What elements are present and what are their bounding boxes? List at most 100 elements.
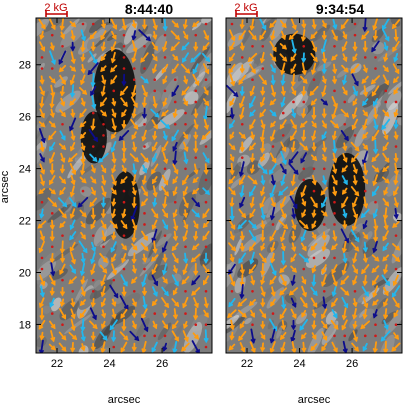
texture-patch: [94, 325, 112, 350]
field-arrow: [100, 285, 106, 298]
field-arrow: [183, 219, 189, 230]
field-arrow: [341, 240, 347, 254]
field-arrow: [39, 208, 45, 219]
field-arrow: [89, 307, 97, 321]
field-arrow: [362, 253, 368, 264]
field-arrow: [131, 174, 137, 187]
field-arrow: [248, 264, 257, 275]
field-arrow: [371, 153, 380, 163]
dark-pore: [294, 179, 326, 231]
field-arrow: [140, 317, 149, 333]
field-arrow: [340, 18, 349, 30]
field-arrow: [270, 286, 276, 297]
field-arrow: [47, 197, 58, 208]
field-arrow: [132, 163, 137, 175]
field-arrow: [58, 64, 67, 73]
field-arrow: [121, 286, 127, 297]
field-arrow: [162, 309, 168, 319]
field-arrow: [151, 299, 158, 307]
field-arrow: [60, 152, 66, 164]
field-arrow: [321, 108, 327, 119]
field-arrow: [280, 30, 287, 41]
field-arrow: [249, 185, 256, 197]
field-arrow: [89, 320, 98, 330]
field-arrow: [121, 109, 127, 118]
field-dot: [163, 89, 167, 93]
field-arrow: [340, 275, 349, 286]
field-arrow: [258, 74, 267, 86]
field-arrow: [111, 208, 116, 219]
field-arrow: [340, 228, 349, 244]
field-arrow: [229, 131, 235, 140]
field-dot: [204, 22, 208, 26]
field-arrow: [372, 309, 378, 319]
texture-patch: [385, 173, 401, 197]
field-arrow: [79, 121, 87, 128]
field-arrow: [382, 109, 390, 117]
field-arrow: [280, 62, 286, 76]
field-arrow: [299, 220, 309, 230]
field-dot: [261, 44, 265, 48]
field-arrow: [291, 219, 297, 231]
field-arrow: [301, 198, 307, 207]
field-arrow: [291, 341, 297, 353]
field-dot: [251, 78, 254, 81]
texture-patch: [373, 168, 390, 183]
field-arrow: [171, 320, 179, 330]
texture-patch: [89, 18, 106, 34]
field-arrow: [172, 141, 178, 152]
field-arrow: [193, 163, 199, 175]
field-dot: [333, 89, 336, 93]
field-arrow: [69, 264, 76, 275]
field-arrow: [79, 262, 86, 277]
field-arrow: [311, 232, 317, 240]
field-arrow: [239, 284, 245, 300]
field-arrow: [239, 141, 245, 153]
field-arrow: [280, 141, 287, 153]
field-arrow: [393, 152, 399, 164]
field-arrow: [132, 320, 137, 330]
field-arrow: [270, 64, 276, 74]
field-arrow: [49, 252, 55, 264]
field-dot: [50, 245, 54, 249]
texture-patch: [78, 345, 89, 353]
field-arrow: [97, 152, 109, 163]
field-arrow: [151, 163, 159, 175]
field-arrow: [111, 263, 117, 276]
field-dot: [251, 323, 254, 327]
field-arrow: [373, 118, 379, 131]
field-arrow: [238, 161, 245, 178]
field-arrow: [49, 219, 55, 231]
field-arrow: [228, 63, 236, 74]
field-arrow: [182, 296, 189, 309]
y-tick-label: 24: [19, 164, 31, 176]
field-arrow: [383, 42, 389, 52]
field-arrow: [228, 29, 236, 42]
field-arrow: [279, 287, 288, 296]
field-arrow: [361, 286, 369, 297]
field-dot: [333, 212, 336, 215]
field-arrow: [38, 18, 46, 30]
field-dot: [173, 122, 177, 126]
texture-patch: [279, 93, 304, 120]
field-arrow: [392, 253, 401, 263]
field-arrow: [310, 196, 318, 209]
field-arrow: [290, 119, 297, 130]
field-arrow: [119, 331, 129, 341]
field-arrow: [259, 108, 267, 118]
field-arrow: [203, 30, 210, 41]
field-arrow: [162, 253, 168, 263]
field-arrow: [100, 164, 107, 174]
field-arrow: [350, 186, 360, 197]
field-arrow: [39, 163, 46, 175]
field-arrow: [248, 96, 256, 109]
field-arrow: [49, 297, 55, 308]
field-arrow: [238, 330, 247, 342]
field-arrow: [280, 74, 286, 86]
field-arrow: [269, 206, 276, 221]
field-dot: [163, 167, 167, 171]
field-arrow: [341, 196, 349, 209]
field-arrow: [101, 208, 106, 219]
field-arrow: [171, 20, 179, 28]
texture-patch: [199, 123, 212, 145]
